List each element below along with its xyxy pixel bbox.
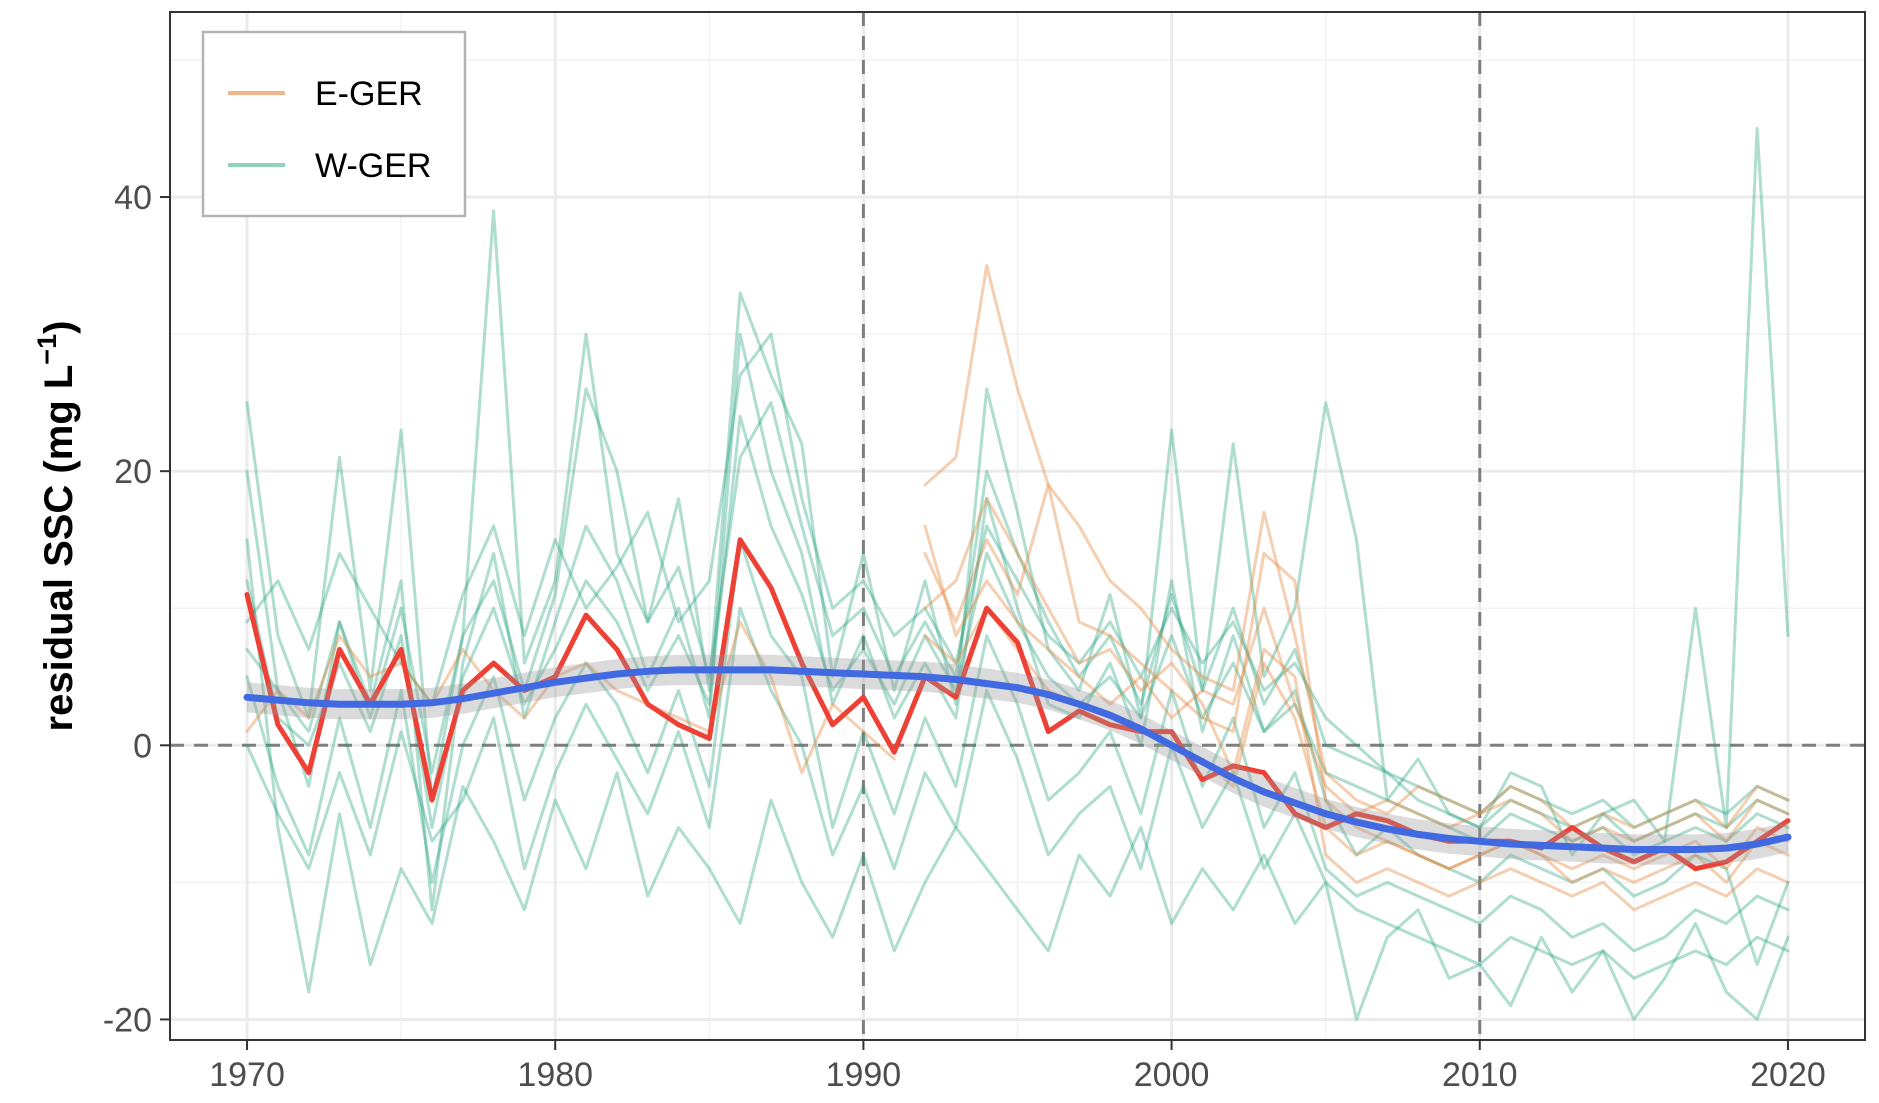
legend-box	[201, 30, 467, 218]
y-tick-label: 20	[114, 453, 152, 491]
series-lines	[243, 127, 1792, 1021]
x-tick-label: 1980	[517, 1056, 593, 1094]
w-ger-station-line	[245, 606, 1790, 980]
y-tick-label: 0	[133, 727, 152, 765]
plot-panel-border	[169, 11, 1866, 1041]
w-ger-station-line	[245, 387, 1790, 843]
y-tick-label: -20	[103, 1001, 152, 1039]
svg-text:residual SSC (mg L−1): residual SSC (mg L−1)	[32, 321, 81, 732]
e-ger-station-line	[923, 264, 1790, 829]
x-tick-label: 2000	[1134, 1056, 1210, 1094]
legend-label: W-GER	[315, 147, 431, 185]
w-ger-station-line	[245, 538, 1790, 1021]
legend-label: E-GER	[315, 75, 423, 113]
x-tick-label: 1970	[209, 1056, 285, 1094]
w-ger-station-line	[245, 332, 1790, 829]
y-axis-title-close: )	[37, 321, 81, 334]
trend-line	[243, 666, 1792, 853]
x-tick-label: 2020	[1750, 1056, 1826, 1094]
x-tick-label: 1990	[826, 1056, 902, 1094]
y-axis-title: residual SSC (mg L−1)	[32, 321, 81, 732]
w-ger-station-line	[245, 538, 1790, 953]
axis-ticks: 1970 1980 1990 2000 2010 2020 -20 0 20 40	[103, 179, 1826, 1094]
e-ger-station-line	[923, 483, 1790, 884]
e-ger-station-line	[923, 497, 1790, 912]
e-ger-station-line	[245, 620, 896, 775]
y-axis-title-text: residual SSC (mg L	[37, 365, 81, 732]
w-ger-station-line	[245, 332, 1790, 967]
reference-lines	[170, 12, 1865, 1040]
legend: E-GER W-GER	[201, 30, 467, 218]
x-tick-label: 2010	[1442, 1056, 1518, 1094]
w-ger-station-line	[245, 127, 1790, 857]
y-tick-label: 40	[114, 179, 152, 217]
y-axis-title-superscript: −1	[32, 334, 62, 365]
w-ger-station-line	[245, 414, 1790, 857]
trend-confidence-band	[247, 654, 1788, 865]
